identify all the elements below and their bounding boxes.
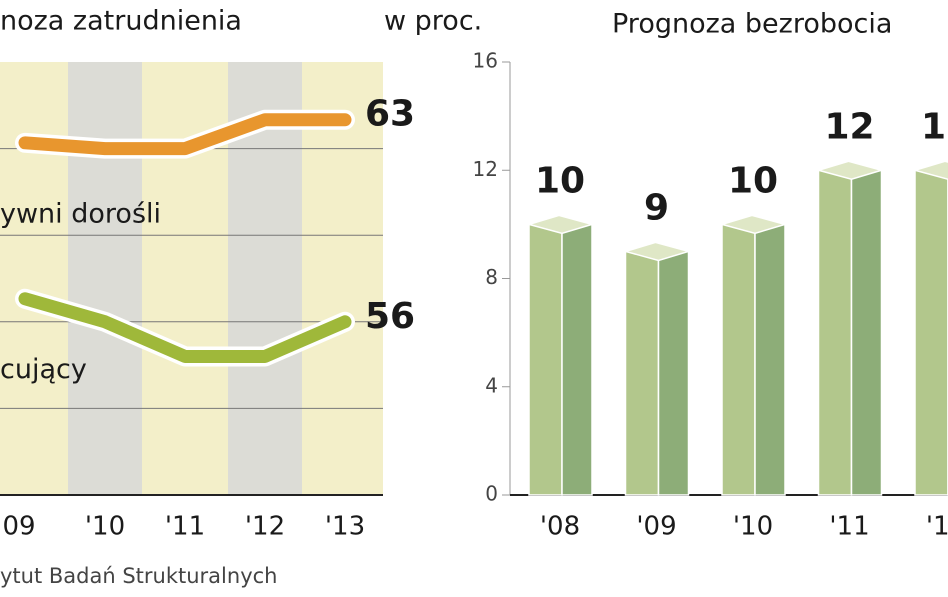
bar-front	[528, 223, 563, 496]
bar	[815, 160, 885, 496]
bar-side	[657, 250, 690, 496]
series-label: ywni dorośli	[0, 198, 161, 229]
value-label: 63	[365, 94, 415, 135]
bar-front	[624, 250, 660, 496]
value-label: 56	[365, 296, 415, 337]
x-tick-label: '12	[926, 512, 948, 542]
y-tick-label: 8	[485, 265, 498, 289]
series-label: cujący	[0, 354, 87, 385]
unit-label: w proc.	[384, 6, 482, 37]
x-tick-label: '09	[636, 512, 676, 542]
bar	[526, 214, 595, 496]
line	[18, 113, 352, 156]
x-tick-label: 09	[2, 512, 35, 542]
bar-side	[754, 223, 786, 496]
x-tick-label: '11	[829, 512, 869, 542]
y-tick-label: 4	[485, 373, 498, 397]
bar-front	[914, 169, 948, 496]
source: ytut Badań Strukturalnych	[0, 564, 277, 588]
x-tick-label: '10	[85, 512, 125, 542]
bar	[912, 160, 948, 496]
y-tick-label: 0	[485, 482, 498, 506]
x-tick-label: '12	[245, 512, 285, 542]
plot-background	[0, 62, 383, 495]
bar	[719, 214, 788, 496]
bar	[622, 241, 692, 496]
column-shade	[68, 62, 142, 495]
y-tick-label: 12	[473, 157, 498, 181]
x-tick-label: '11	[165, 512, 205, 542]
value-label: 10	[728, 160, 778, 201]
bar-side	[561, 223, 593, 496]
bar-front	[721, 223, 756, 496]
bar-top	[912, 160, 948, 181]
bar-front	[817, 169, 853, 496]
y-tick-label: 16	[473, 49, 498, 73]
value-label: 10	[535, 160, 585, 201]
value-label: 12	[824, 106, 874, 147]
bar-top	[719, 214, 788, 235]
x-tick-label: '08	[540, 512, 580, 542]
chart-title: Prognoza bezrobocia	[612, 9, 892, 40]
line	[18, 292, 352, 363]
chart-title: noza zatrudnienia	[0, 6, 242, 37]
bar-top	[526, 214, 595, 235]
bar-top	[622, 241, 692, 262]
bar-top	[815, 160, 885, 181]
x-tick-label: '13	[325, 512, 365, 542]
bar-side	[850, 169, 883, 496]
value-label: 9	[644, 187, 669, 228]
value-label: 12	[921, 106, 948, 147]
x-tick-label: '10	[733, 512, 773, 542]
